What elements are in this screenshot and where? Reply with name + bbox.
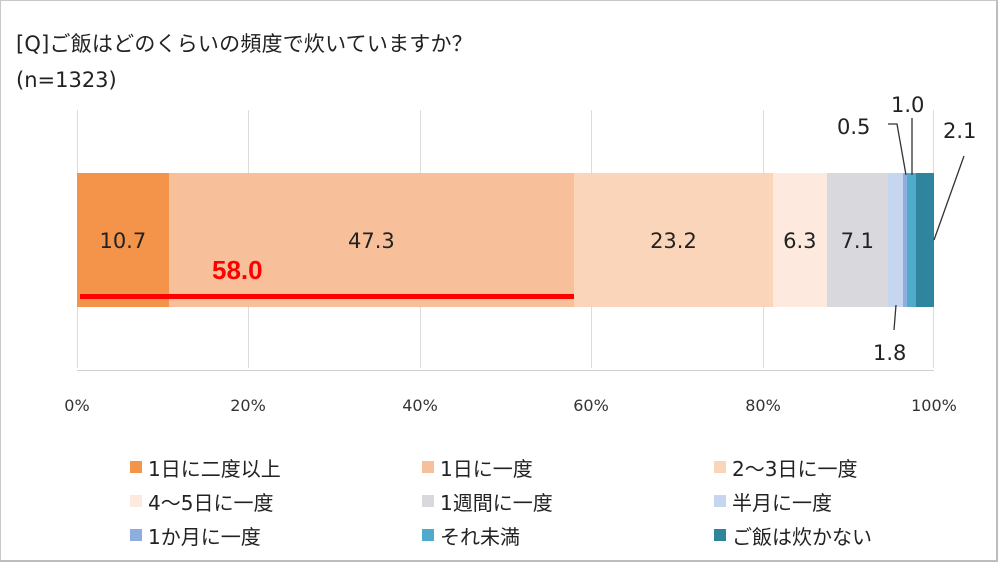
segment-value-label: 7.1 (840, 229, 874, 253)
callout-label-nocook: 2.1 (943, 119, 977, 143)
highlight-underline (80, 294, 574, 299)
x-tick-100: 100% (911, 396, 957, 415)
x-tick-80: 80% (745, 396, 781, 415)
legend-label: ご飯は炊かない (732, 524, 872, 549)
bar-segment: 47.3 (168, 173, 575, 307)
legend-label: 半月に一度 (732, 490, 832, 515)
chart-title: [Q]ご飯はどのくらいの頻度で炊いていますか？ (16, 32, 473, 56)
legend-item: 1週間に一度 (422, 486, 714, 516)
callout-label-halfmonth: 1.8 (873, 341, 907, 365)
legend-swatch-icon (422, 461, 434, 473)
stacked-bar: 10.7 47.3 23.2 6.3 7.1 (77, 173, 934, 307)
legend: 1日に二度以上 1日に一度 2〜3日に一度 4〜5日に一度 1週間に一度 半月に一度 1か月… (130, 452, 950, 550)
legend-item: 2〜3日に一度 (714, 452, 950, 482)
legend-swatch-icon (130, 495, 142, 507)
x-tick-40: 40% (402, 396, 438, 415)
legend-item: 1日に二度以上 (130, 452, 422, 482)
bar-segment (887, 173, 904, 307)
legend-item: 1日に一度 (422, 452, 714, 482)
legend-label: それ未満 (440, 524, 520, 549)
legend-label: 1日に二度以上 (148, 456, 281, 481)
segment-value-label: 47.3 (347, 229, 395, 253)
x-tick-60: 60% (573, 396, 609, 415)
bar-segment: 10.7 (77, 173, 169, 307)
legend-item: ご飯は炊かない (714, 520, 950, 550)
legend-swatch-icon (422, 529, 434, 541)
legend-swatch-icon (130, 461, 142, 473)
callout-label-1month: 0.5 (837, 115, 871, 139)
legend-label: 1週間に一度 (440, 490, 553, 515)
segment-value-label: 10.7 (99, 229, 147, 253)
legend-label: 2〜3日に一度 (732, 456, 858, 481)
x-tick-20: 20% (230, 396, 266, 415)
legend-label: 1日に一度 (440, 456, 533, 481)
legend-swatch-icon (422, 495, 434, 507)
legend-item: 半月に一度 (714, 486, 950, 516)
x-tick-0: 0% (64, 396, 90, 415)
bar-segment (907, 173, 916, 307)
highlight-total-label: 58.0 (212, 255, 263, 285)
legend-label: 4〜5日に一度 (148, 490, 274, 515)
bar-segment: 6.3 (772, 173, 827, 307)
bar-segment: 7.1 (826, 173, 888, 307)
legend-label: 1か月に一度 (148, 524, 261, 549)
segment-value-label: 23.2 (650, 229, 697, 253)
x-axis-line (77, 370, 934, 371)
legend-item: 4〜5日に一度 (130, 486, 422, 516)
legend-swatch-icon (130, 529, 142, 541)
legend-swatch-icon (714, 461, 726, 473)
legend-item: それ未満 (422, 520, 714, 550)
legend-item: 1か月に一度 (130, 520, 422, 550)
callout-label-less: 1.0 (891, 93, 925, 117)
legend-swatch-icon (714, 529, 726, 541)
bar-segment (903, 173, 908, 307)
bar-segment: 23.2 (574, 173, 773, 307)
segment-value-label: 6.3 (783, 229, 817, 253)
sample-size: (n=1323) (16, 68, 117, 92)
legend-swatch-icon (714, 495, 726, 507)
bar-segment (915, 173, 934, 307)
